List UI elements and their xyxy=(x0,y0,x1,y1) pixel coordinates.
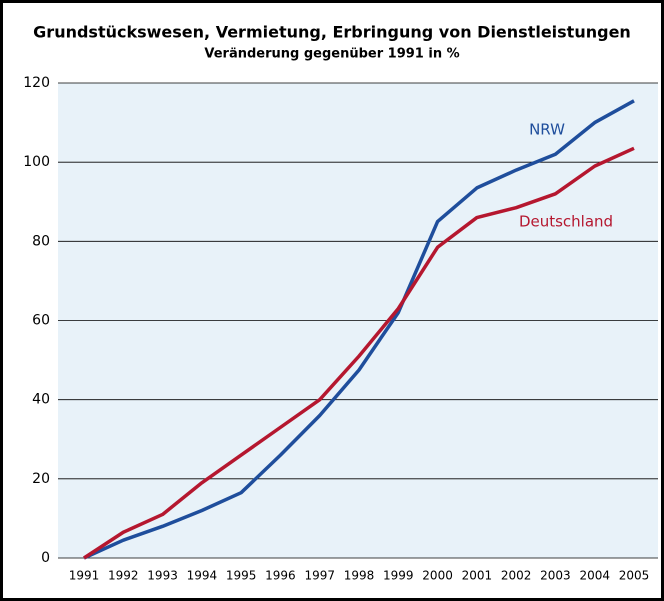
series-line xyxy=(83,146,635,560)
y-tick-label: 20 xyxy=(32,471,50,487)
y-tick-label: 60 xyxy=(32,313,50,329)
y-tick-label: 0 xyxy=(41,550,50,566)
y-tick-label: 40 xyxy=(32,392,50,408)
y-tick-label: 100 xyxy=(23,154,50,170)
legend-label: NRW xyxy=(529,121,565,139)
x-tick-label: 1991 xyxy=(69,569,100,583)
legend-label: Deutschland xyxy=(519,213,613,231)
x-tick-label: 1999 xyxy=(383,569,414,583)
chart-title: Grundstückswesen, Vermietung, Erbringung… xyxy=(33,23,631,42)
series-line xyxy=(83,99,635,560)
chart-subtitle: Veränderung gegenüber 1991 in % xyxy=(204,47,459,62)
x-tick-label: 1995 xyxy=(226,569,257,583)
x-tick-label: 2002 xyxy=(501,569,532,583)
x-tick-label: 1992 xyxy=(108,569,139,583)
x-tick-label: 1998 xyxy=(344,569,375,583)
y-tick-label: 120 xyxy=(23,75,50,91)
x-tick-label: 1997 xyxy=(304,569,335,583)
x-tick-label: 2001 xyxy=(462,569,493,583)
x-tick-label: 2000 xyxy=(422,569,453,583)
x-tick-label: 2004 xyxy=(579,569,610,583)
y-tick-label: 80 xyxy=(32,233,50,249)
x-tick-label: 1994 xyxy=(187,569,218,583)
x-tick-label: 1993 xyxy=(147,569,178,583)
x-tick-label: 2005 xyxy=(619,569,650,583)
x-tick-label: 2003 xyxy=(540,569,571,583)
x-tick-label: 1996 xyxy=(265,569,296,583)
